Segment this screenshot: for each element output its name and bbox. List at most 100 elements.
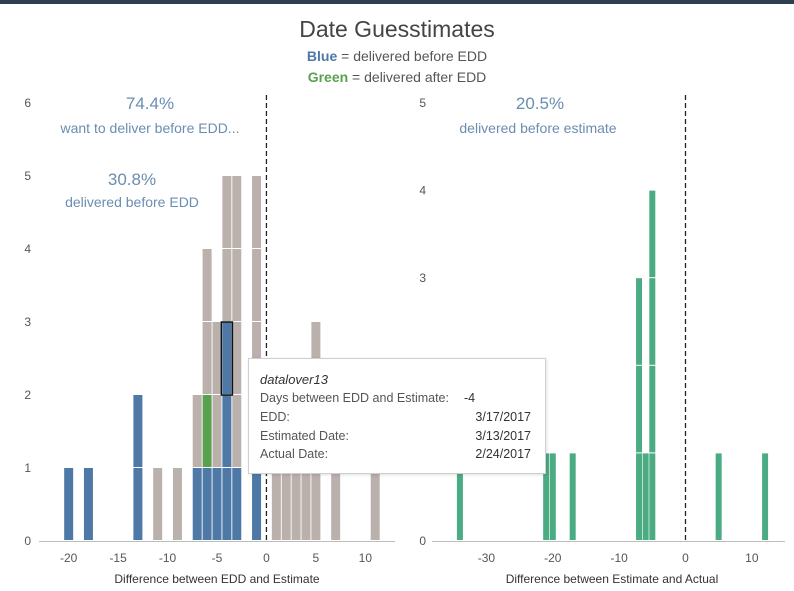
histogram-bar-segment: [64, 468, 74, 540]
x-tick-label: -5: [212, 551, 223, 565]
histogram-bar-segment: [133, 395, 143, 467]
histogram-bar-segment: [636, 453, 643, 540]
histogram-bar-segment: [222, 249, 232, 321]
x-tick-label: -20: [60, 551, 78, 565]
histogram-bar-segment: [222, 468, 232, 540]
y-tick-label: 5: [24, 169, 31, 183]
x-tick-label: 0: [263, 551, 270, 565]
histogram-bar-segment: [192, 468, 202, 540]
histogram-bar-segment: [232, 176, 242, 248]
y-tick-label: 3: [419, 271, 426, 285]
left-annotation-pct1: 74.4%: [125, 94, 175, 113]
histogram-bar-segment: [83, 468, 93, 540]
tooltip-days-label: Days between EDD and Estimate:: [260, 391, 449, 405]
histogram-bar-segment: [222, 395, 232, 467]
histogram-bar-segment: [172, 468, 182, 540]
histogram-bar-segment: [212, 322, 222, 394]
right-x-axis-label: Difference between Estimate and Actual: [506, 572, 719, 586]
histogram-bar-segment: [232, 468, 242, 540]
histogram-bar-segment: [636, 278, 643, 365]
chart-title: Date Guesstimates: [299, 16, 495, 42]
y-tick-label: 1: [24, 461, 31, 475]
histogram-bar-segment: [153, 468, 163, 540]
histogram-bar-segment: [192, 395, 202, 467]
legend-green-word: Green: [307, 69, 349, 85]
histogram-bar-segment: [762, 453, 769, 540]
x-tick-label: -10: [610, 551, 628, 565]
highlighted-bar-segment: [220, 321, 234, 396]
histogram-bar-segment: [549, 453, 556, 540]
tooltip-actual-label: Actual Date:: [260, 447, 329, 461]
histogram-bar-segment: [649, 278, 656, 365]
histogram-bar-segment: [202, 249, 212, 321]
right-annotation-pct: 20.5%: [515, 94, 565, 113]
histogram-bar-segment: [715, 453, 722, 540]
legend-blue-line: Blue = delivered before EDD: [0, 48, 794, 64]
x-tick-label: -15: [109, 551, 127, 565]
legend-blue-word: Blue: [306, 48, 338, 64]
y-tick-label: 0: [24, 534, 31, 548]
left-x-axis-label: Difference between EDD and Estimate: [114, 572, 320, 586]
histogram-bar-segment: [252, 249, 262, 321]
y-tick-label: 6: [24, 96, 31, 110]
y-tick-label: 2: [24, 388, 31, 402]
histogram-bar-segment: [232, 249, 242, 321]
x-tick-label: -30: [478, 551, 496, 565]
histogram-bar-segment: [252, 468, 262, 540]
y-tick-label: 4: [419, 184, 426, 198]
histogram-bar-segment: [649, 365, 656, 453]
x-tick-label: -10: [159, 551, 177, 565]
x-tick-label: -20: [544, 551, 562, 565]
histogram-bar-segment: [370, 468, 380, 540]
legend-blue-text: = delivered before EDD: [337, 48, 488, 64]
histogram-bar-segment: [649, 453, 656, 540]
tooltip-estimated-label: Estimated Date:: [260, 429, 349, 443]
x-tick-label: 5: [313, 551, 320, 565]
histogram-bar-segment: [232, 322, 242, 394]
tooltip-estimated-value: 3/13/2017: [475, 429, 531, 443]
legend-green-text: = delivered after EDD: [348, 69, 487, 85]
tooltip-edd-value: 3/17/2017: [475, 410, 531, 424]
histogram-bar-segment: [222, 176, 232, 248]
histogram-bar-segment: [252, 176, 262, 248]
histogram-bar-segment: [212, 468, 222, 540]
histogram-bar-segment: [642, 453, 649, 540]
x-tick-label: 10: [745, 551, 759, 565]
histogram-bar-segment: [133, 468, 143, 540]
y-tick-label: 3: [24, 315, 31, 329]
histogram-bar-segment: [232, 395, 242, 467]
top-bar: [0, 0, 794, 4]
x-tick-label: 0: [682, 551, 689, 565]
histogram-bar-segment: [543, 453, 550, 540]
histogram-bar-segment: [311, 468, 321, 540]
left-annotation-text2: delivered before EDD: [65, 194, 199, 210]
histogram-bar-segment: [636, 365, 643, 453]
histogram-bar-segment: [569, 453, 576, 540]
tooltip-actual-value: 2/24/2017: [475, 447, 531, 461]
histogram-bar-segment: [301, 468, 311, 540]
tooltip: datalover13 Days between EDD and Estimat…: [248, 358, 546, 474]
histogram-bar-segment: [649, 190, 656, 278]
left-histogram: 0 1 2 3 4 5 6 -20 -15 -10 -5 0 5 10: [24, 95, 395, 565]
right-annotation-text: delivered before estimate: [459, 120, 617, 136]
y-tick-label: 4: [24, 242, 31, 256]
tooltip-user: datalover13: [260, 372, 328, 387]
histogram-bar-segment: [281, 468, 291, 540]
left-annotation-text1: want to deliver before EDD...: [60, 120, 240, 136]
tooltip-days-value: -4: [464, 391, 476, 405]
y-tick-label: 5: [419, 96, 426, 110]
tooltip-edd-label: EDD:: [260, 410, 290, 424]
y-tick-label: 0: [419, 534, 426, 548]
x-tick-label: 10: [359, 551, 373, 565]
histogram-bar-segment: [202, 468, 212, 540]
histogram-bar-segment: [331, 468, 341, 540]
histogram-bar-segment: [291, 468, 301, 540]
histogram-bar-segment: [456, 453, 463, 540]
histogram-bar-segment: [271, 468, 281, 540]
histogram-bar-segment: [202, 395, 212, 467]
histogram-bar-segment: [222, 322, 232, 394]
histogram-bar-segment: [202, 322, 212, 394]
legend-green-line: Green = delivered after EDD: [0, 69, 794, 85]
